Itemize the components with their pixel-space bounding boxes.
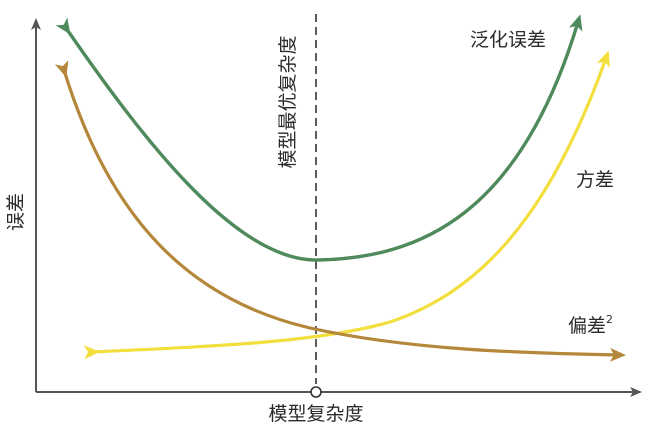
optimal-complexity-label: 模型最优复杂度 xyxy=(277,35,299,168)
x-axis-label: 模型复杂度 xyxy=(268,403,363,425)
bias-label-text: 偏差 xyxy=(568,315,606,337)
variance-curve xyxy=(83,50,610,360)
bias-label: 偏差2 xyxy=(568,313,613,337)
variance-label: 方差 xyxy=(576,169,614,191)
generalization-error-label: 泛化误差 xyxy=(470,29,546,51)
bias-curve xyxy=(54,60,626,362)
optimal-complexity-marker xyxy=(310,386,322,398)
generalization-error-curve xyxy=(55,14,583,262)
bias-label-superscript: 2 xyxy=(606,313,613,326)
y-axis-label: 误差 xyxy=(5,193,27,231)
